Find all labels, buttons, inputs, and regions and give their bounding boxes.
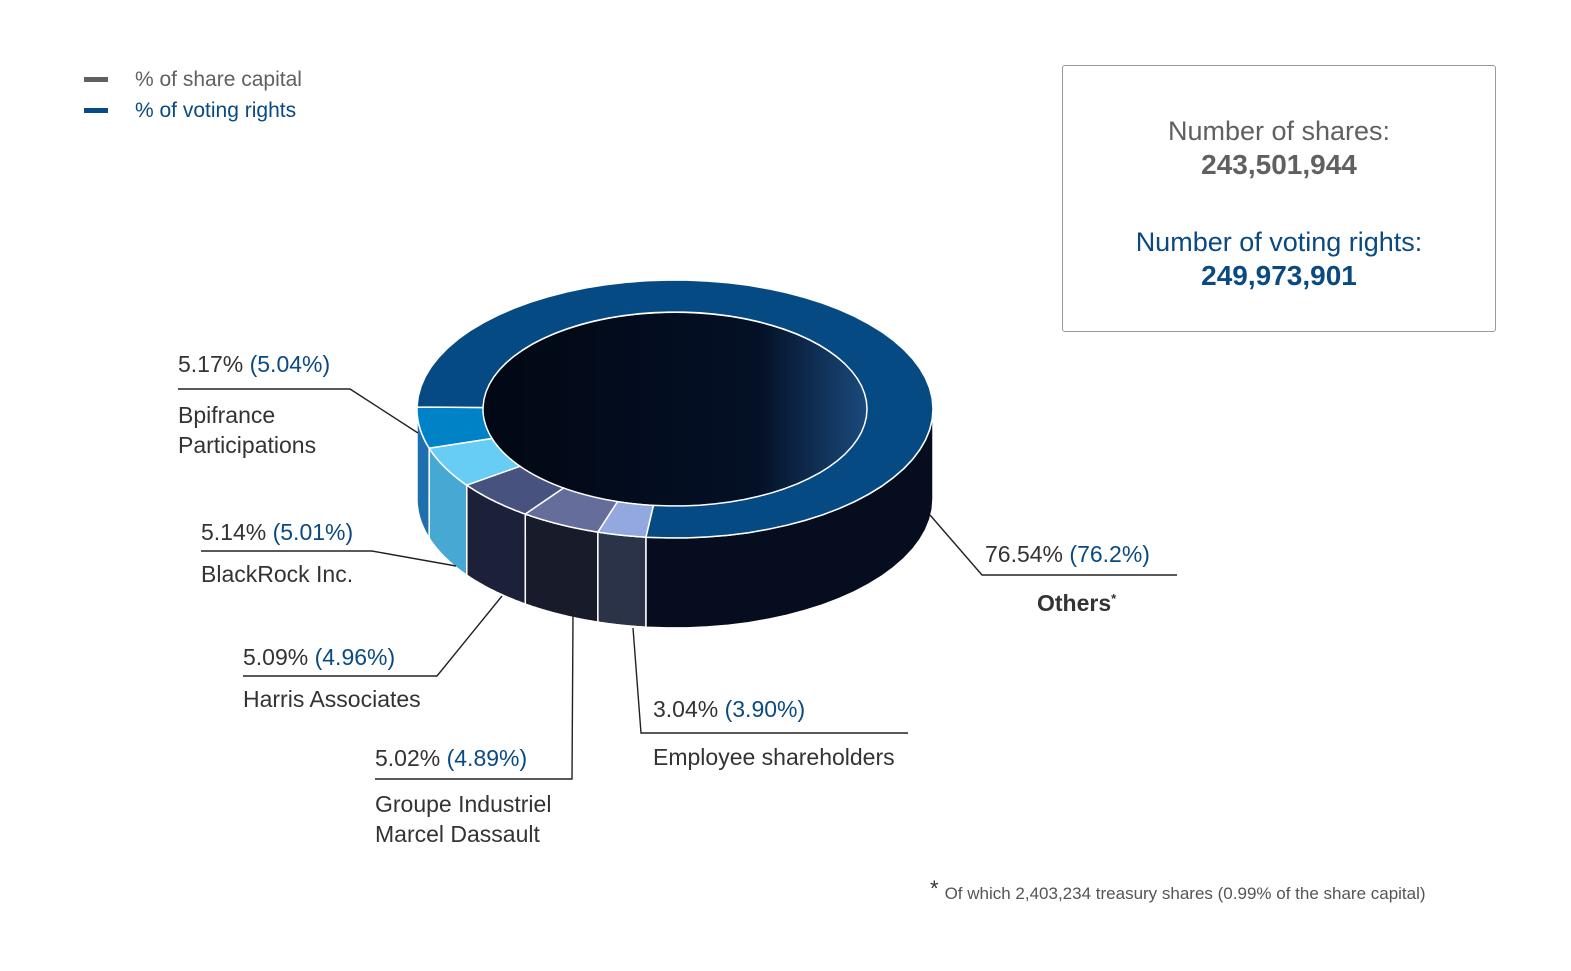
voting-rights-value-others: (76.2%) [1069, 541, 1150, 567]
donut-hole-wall [483, 313, 867, 507]
legend-swatch-share-capital [84, 77, 108, 82]
share-capital-value-harris: 5.09% [243, 644, 315, 670]
leader-line-bpifrance [178, 388, 419, 434]
slice-name-blackrock-line-1: BlackRock Inc. [201, 561, 353, 587]
slice-value-label-blackrock: 5.14% (5.01%) [201, 519, 353, 545]
slice-side-employees [597, 531, 647, 629]
leader-line-others [929, 514, 1177, 576]
leader-line-harris [243, 595, 503, 677]
voting-rights-value-harris: (4.96%) [315, 644, 396, 670]
legend-item-voting-rights: % of voting rights [84, 95, 302, 126]
voting-rights-value-bpifrance: (5.04%) [250, 351, 331, 377]
footnote-text: Of which 2,403,234 treasury shares (0.99… [944, 884, 1426, 903]
share-capital-value-blackrock: 5.14% [201, 519, 273, 545]
shares-block: Number of shares: 243,501,944 [1063, 114, 1495, 182]
legend-item-share-capital: % of share capital [84, 64, 302, 95]
number-of-shares-label: Number of shares: [1167, 116, 1391, 146]
share-capital-value-others: 76.54% [985, 541, 1069, 567]
share-totals-box: Number of shares: 243,501,944 Number of … [1062, 65, 1496, 332]
number-of-voting-rights-label: Number of voting rights: [1135, 227, 1423, 257]
slice-value-label-bpifrance: 5.17% (5.04%) [178, 351, 330, 377]
leader-line-blackrock [201, 550, 457, 567]
legend-swatch-voting-rights [84, 108, 108, 113]
slice-name-others-line-1: Others* [1037, 590, 1117, 616]
slice-value-label-employees: 3.04% (3.90%) [653, 696, 805, 722]
slice-name-bpifrance-line-2: Participations [178, 432, 316, 458]
footnote-asterisk: * [930, 876, 939, 901]
voting-rights-value-blackrock: (5.01%) [273, 519, 354, 545]
slice-top-others [416, 279, 934, 539]
legend-label-voting-rights: % of voting rights [135, 98, 297, 122]
slice-name-bpifrance-line-1: Bpifrance [178, 402, 275, 428]
voting-rights-value-employees: (3.90%) [725, 696, 806, 722]
slice-name-harris-line-1: Harris Associates [243, 686, 421, 712]
slice-name-employees-line-1: Employee shareholders [653, 744, 895, 770]
voting-rights-value-dassault: (4.89%) [447, 745, 528, 771]
slice-value-label-harris: 5.09% (4.96%) [243, 644, 395, 670]
voting-rights-block: Number of voting rights: 249,973,901 [1063, 225, 1495, 293]
share-capital-value-dassault: 5.02% [375, 745, 447, 771]
leader-line-employees [632, 627, 908, 734]
chart-legend: % of share capital % of voting rights [84, 64, 302, 126]
slice-value-label-others: 76.54% (76.2%) [985, 541, 1150, 567]
slice-value-label-dassault: 5.02% (4.89%) [375, 745, 527, 771]
slice-name-dassault-line-1: Groupe Industriel [375, 791, 551, 817]
number-of-voting-rights-value: 249,973,901 [1201, 260, 1357, 291]
leader-line-dassault [375, 615, 574, 780]
legend-label-share-capital: % of share capital [135, 67, 302, 91]
number-of-shares-value: 243,501,944 [1201, 149, 1357, 180]
share-capital-value-bpifrance: 5.17% [178, 351, 250, 377]
treasury-shares-footnote: * Of which 2,403,234 treasury shares (0.9… [930, 876, 1426, 904]
share-capital-value-employees: 3.04% [653, 696, 725, 722]
slice-name-dassault-line-2: Marcel Dassault [375, 821, 540, 847]
slice-name-asterisk-others: * [1111, 591, 1117, 606]
